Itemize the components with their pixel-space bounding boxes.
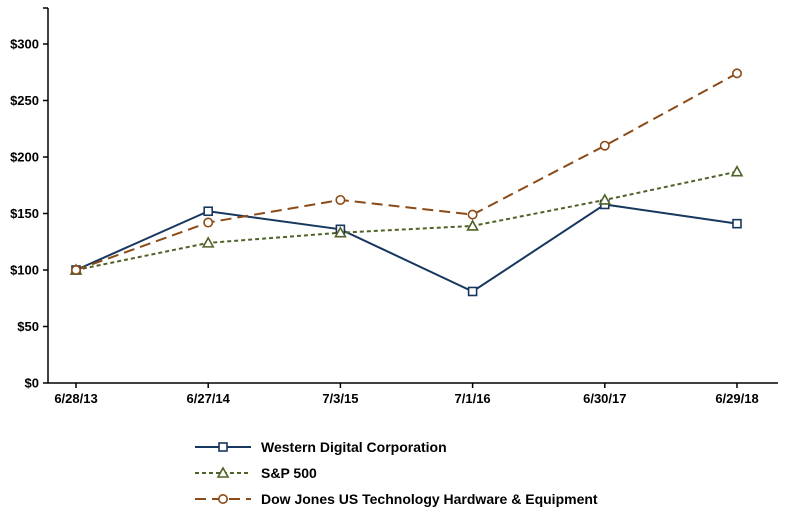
svg-text:$50: $50 xyxy=(17,319,39,334)
svg-text:6/28/13: 6/28/13 xyxy=(54,391,97,406)
svg-text:$300: $300 xyxy=(10,37,39,52)
chart-legend: Western Digital Corporation S&P 500 Dow … xyxy=(194,439,812,507)
svg-text:7/1/16: 7/1/16 xyxy=(455,391,491,406)
svg-text:7/3/15: 7/3/15 xyxy=(322,391,358,406)
legend-line-sample-triangle-marker xyxy=(195,466,251,478)
legend-label: S&P 500 xyxy=(261,465,317,481)
legend-item-sp500: S&P 500 xyxy=(194,465,812,481)
svg-text:$100: $100 xyxy=(10,263,39,278)
chart-plot-area: $0 $50 $100 $150 $200 $250 $300 6/28/13 6/27/14 7… xyxy=(10,7,778,406)
svg-text:$150: $150 xyxy=(10,206,39,221)
legend-line-sample-circle-marker xyxy=(195,494,251,504)
svg-text:$250: $250 xyxy=(10,93,39,108)
svg-text:6/30/17: 6/30/17 xyxy=(583,391,626,406)
svg-text:$0: $0 xyxy=(25,376,39,391)
legend-item-western-digital: Western Digital Corporation xyxy=(194,439,812,455)
svg-text:6/29/18: 6/29/18 xyxy=(715,391,758,406)
legend-label: Western Digital Corporation xyxy=(261,439,447,455)
legend-item-dow-jones-tech: Dow Jones US Technology Hardware & Equip… xyxy=(194,491,812,507)
legend-label: Dow Jones US Technology Hardware & Equip… xyxy=(261,491,598,507)
svg-text:$200: $200 xyxy=(10,150,39,165)
legend-line-sample-square-marker xyxy=(195,442,251,452)
svg-text:6/27/14: 6/27/14 xyxy=(187,391,231,406)
